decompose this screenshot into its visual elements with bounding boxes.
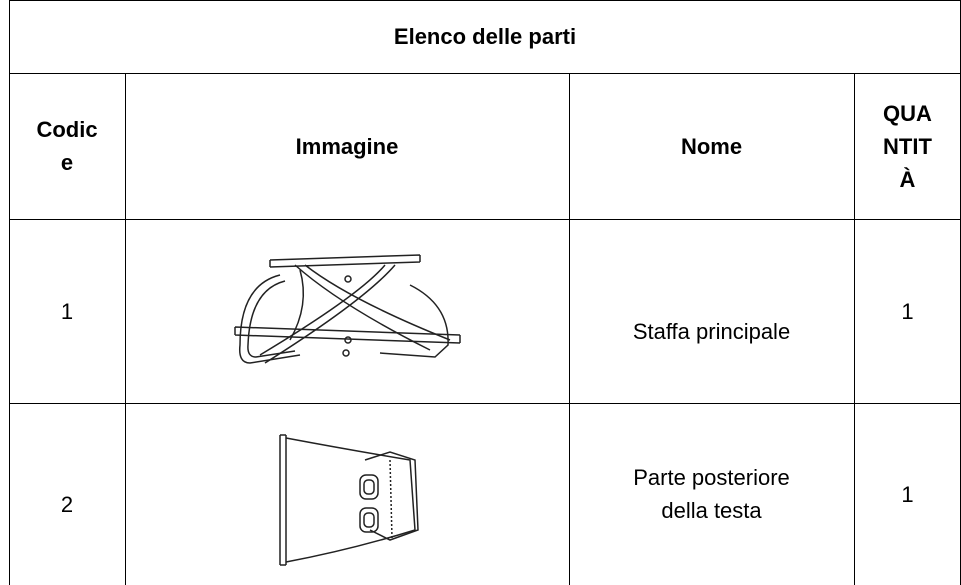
header-text: Immagine [295, 133, 399, 159]
header-text: QUANTITÀ [883, 100, 932, 192]
code: 2 [60, 491, 74, 517]
name-cell: Parte posteriore della testa [569, 403, 854, 585]
part-name: Parte posteriore della testa [633, 465, 790, 523]
title-cell: Elenco delle parti [9, 0, 961, 73]
quantity: 1 [901, 298, 914, 324]
header-cell: Nome [569, 73, 854, 219]
code-cell: 1 [9, 219, 125, 403]
border [9, 219, 961, 220]
header-text: Codice [36, 117, 98, 175]
border [9, 0, 961, 1]
code: 1 [60, 298, 74, 324]
border [854, 73, 855, 585]
qty-cell: 1 [854, 219, 961, 403]
code-cell: 2 [9, 403, 125, 585]
part-name: Staffa principale [632, 318, 791, 344]
border [9, 73, 961, 74]
quantity: 1 [901, 481, 914, 507]
header-cell: Codice [9, 73, 125, 219]
qty-cell: 1 [854, 403, 961, 585]
title: Elenco delle parti [393, 24, 577, 49]
part-image [234, 254, 461, 364]
border [9, 403, 961, 404]
border [125, 73, 126, 585]
border [9, 0, 10, 585]
border [569, 73, 570, 585]
header-cell: QUANTITÀ [854, 73, 961, 219]
name-cell: Staffa principale [569, 219, 854, 403]
part-image [279, 434, 419, 566]
header-cell: Immagine [125, 73, 569, 219]
header-text: Nome [680, 133, 743, 159]
